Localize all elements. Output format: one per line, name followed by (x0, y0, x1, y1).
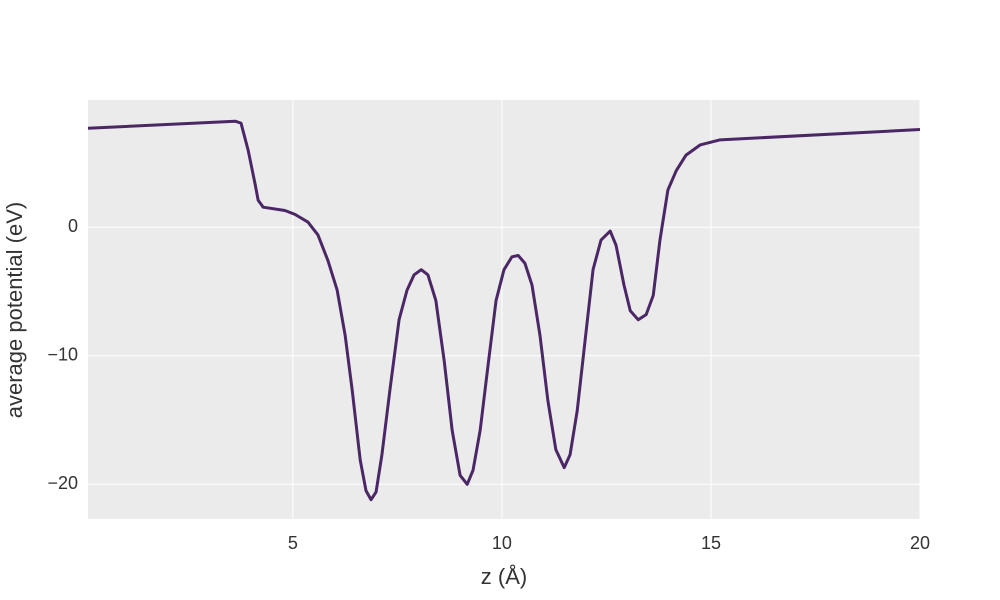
y-axis-label: average potential (eV) (2, 202, 27, 418)
data-line (87, 119, 921, 502)
y-tick-label: −20 (47, 473, 78, 493)
y-tick-label: −10 (47, 345, 78, 365)
plot-area (88, 100, 920, 519)
x-tick-label: 10 (492, 533, 512, 553)
x-axis-label: z (Å) (481, 564, 527, 589)
x-tick-label: 20 (910, 533, 930, 553)
x-tick-label: 5 (288, 533, 298, 553)
y-tick-label: 0 (68, 216, 78, 236)
x-tick-label: 15 (701, 533, 721, 553)
